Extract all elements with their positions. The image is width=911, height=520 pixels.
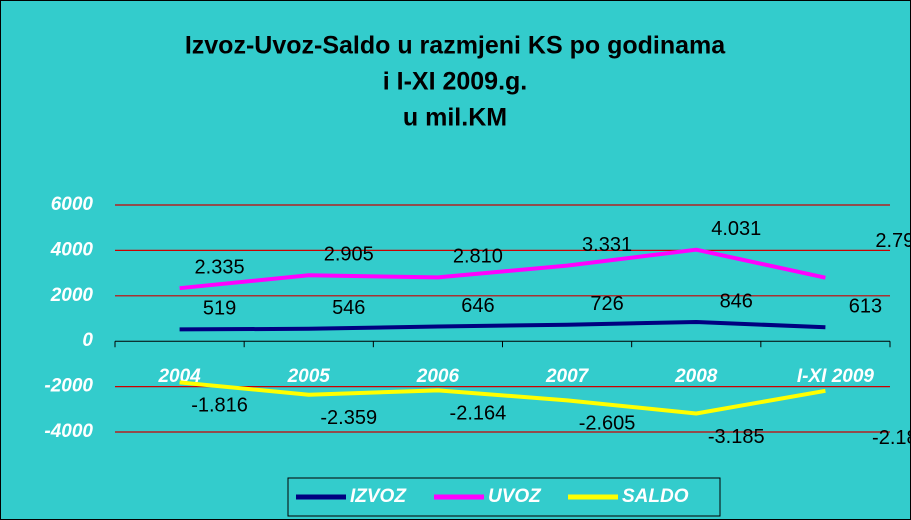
x-tick-label: 2008 — [674, 366, 718, 387]
data-label: -2.605 — [579, 413, 636, 435]
series-line — [179, 380, 826, 416]
data-label: 519 — [203, 298, 236, 320]
data-label: 546 — [332, 297, 365, 319]
data-label: 3.331 — [582, 234, 632, 256]
y-tick-label: 0 — [82, 330, 93, 351]
legend-label: SALDO — [622, 486, 689, 507]
x-tick-label: 2006 — [416, 366, 460, 387]
data-label: 2.905 — [324, 244, 374, 266]
legend-label: IZVOZ — [350, 486, 407, 507]
data-label: -2.359 — [320, 407, 377, 429]
data-label: 4.031 — [711, 218, 761, 240]
y-tick-label: 2000 — [50, 285, 94, 306]
data-label: 646 — [461, 295, 494, 317]
data-label: 2.335 — [195, 256, 245, 278]
data-label: -3.185 — [708, 426, 765, 448]
data-label: 613 — [849, 296, 882, 318]
x-tick-label: 2007 — [545, 366, 590, 387]
data-label: -1.816 — [191, 395, 248, 417]
data-label: 726 — [590, 293, 623, 315]
y-tick-label: 4000 — [50, 239, 94, 260]
data-label: -2.186 — [872, 427, 911, 449]
chart-title: u mil.KM — [403, 104, 507, 132]
legend-box — [287, 477, 721, 517]
y-tick-label: -2000 — [44, 376, 93, 397]
x-tick-label: I-XI 2009 — [797, 366, 875, 387]
series-line — [179, 247, 826, 291]
chart-title: Izvoz-Uvoz-Saldo u razmjeni KS po godina… — [185, 32, 726, 60]
x-tick-label: 2005 — [287, 366, 331, 387]
data-label: 2.799 — [875, 230, 911, 252]
data-label: -2.164 — [450, 403, 507, 425]
y-tick-label: -4000 — [44, 421, 93, 442]
legend-label: UVOZ — [488, 486, 542, 507]
data-label: 2.810 — [453, 246, 503, 268]
chart-title: i I-XI 2009.g. — [383, 68, 528, 96]
series-line — [179, 319, 826, 332]
y-tick-label: 6000 — [51, 194, 94, 215]
data-label: 846 — [720, 290, 753, 312]
